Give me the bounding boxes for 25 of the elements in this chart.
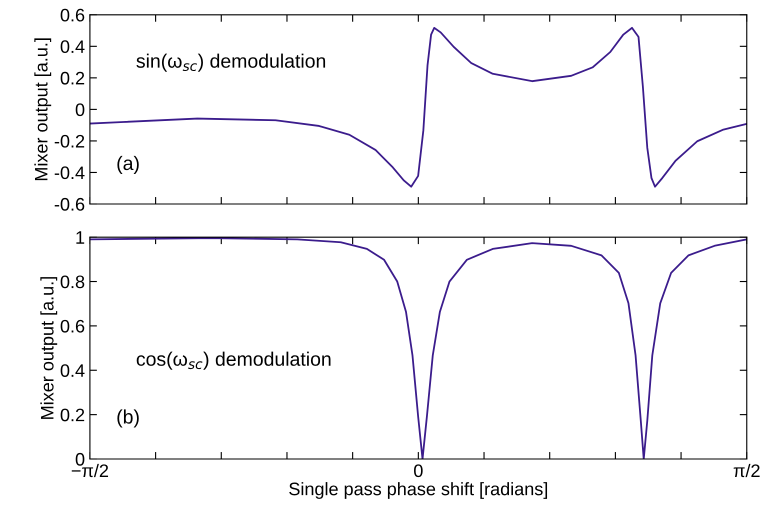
y-tick-label: 0.2 <box>60 72 84 85</box>
x-tick-label: π/2 <box>734 464 760 478</box>
y-tick-label: 0.6 <box>60 320 84 333</box>
x-axis-title: Single pass phase shift [radians] <box>289 482 548 499</box>
line-series <box>90 237 747 459</box>
line-series <box>90 26 747 188</box>
y-tick-label: -0.4 <box>54 166 85 180</box>
annotation: (b) <box>117 409 139 428</box>
x-tick-label: −π/2 <box>72 464 108 478</box>
y-tick-label: 0.8 <box>60 275 84 288</box>
y-tick-label: 0.6 <box>60 8 84 22</box>
y-tick-label: 0.2 <box>60 408 84 422</box>
y-axis-title: Mixer output [a.u.] <box>34 38 52 180</box>
annotation: sin(ω$_{sc}$) demodulation <box>136 54 326 72</box>
y-tick-label: 0.4 <box>60 40 85 54</box>
x-tick-label: 0 <box>414 464 423 478</box>
y-tick-label: -0.6 <box>54 198 84 211</box>
annotation: cos(ω$_{sc}$) demodulation <box>136 352 330 370</box>
annotation: (a) <box>117 156 139 174</box>
y-tick-label: 0 <box>76 103 84 116</box>
y-axis-title: Mixer output [a.u.] <box>40 277 58 419</box>
y-tick-label: 0 <box>76 452 84 466</box>
y-tick-label: -0.2 <box>54 134 84 148</box>
y-tick-label: 1 <box>76 231 84 244</box>
y-tick-label: 0.4 <box>60 364 85 377</box>
